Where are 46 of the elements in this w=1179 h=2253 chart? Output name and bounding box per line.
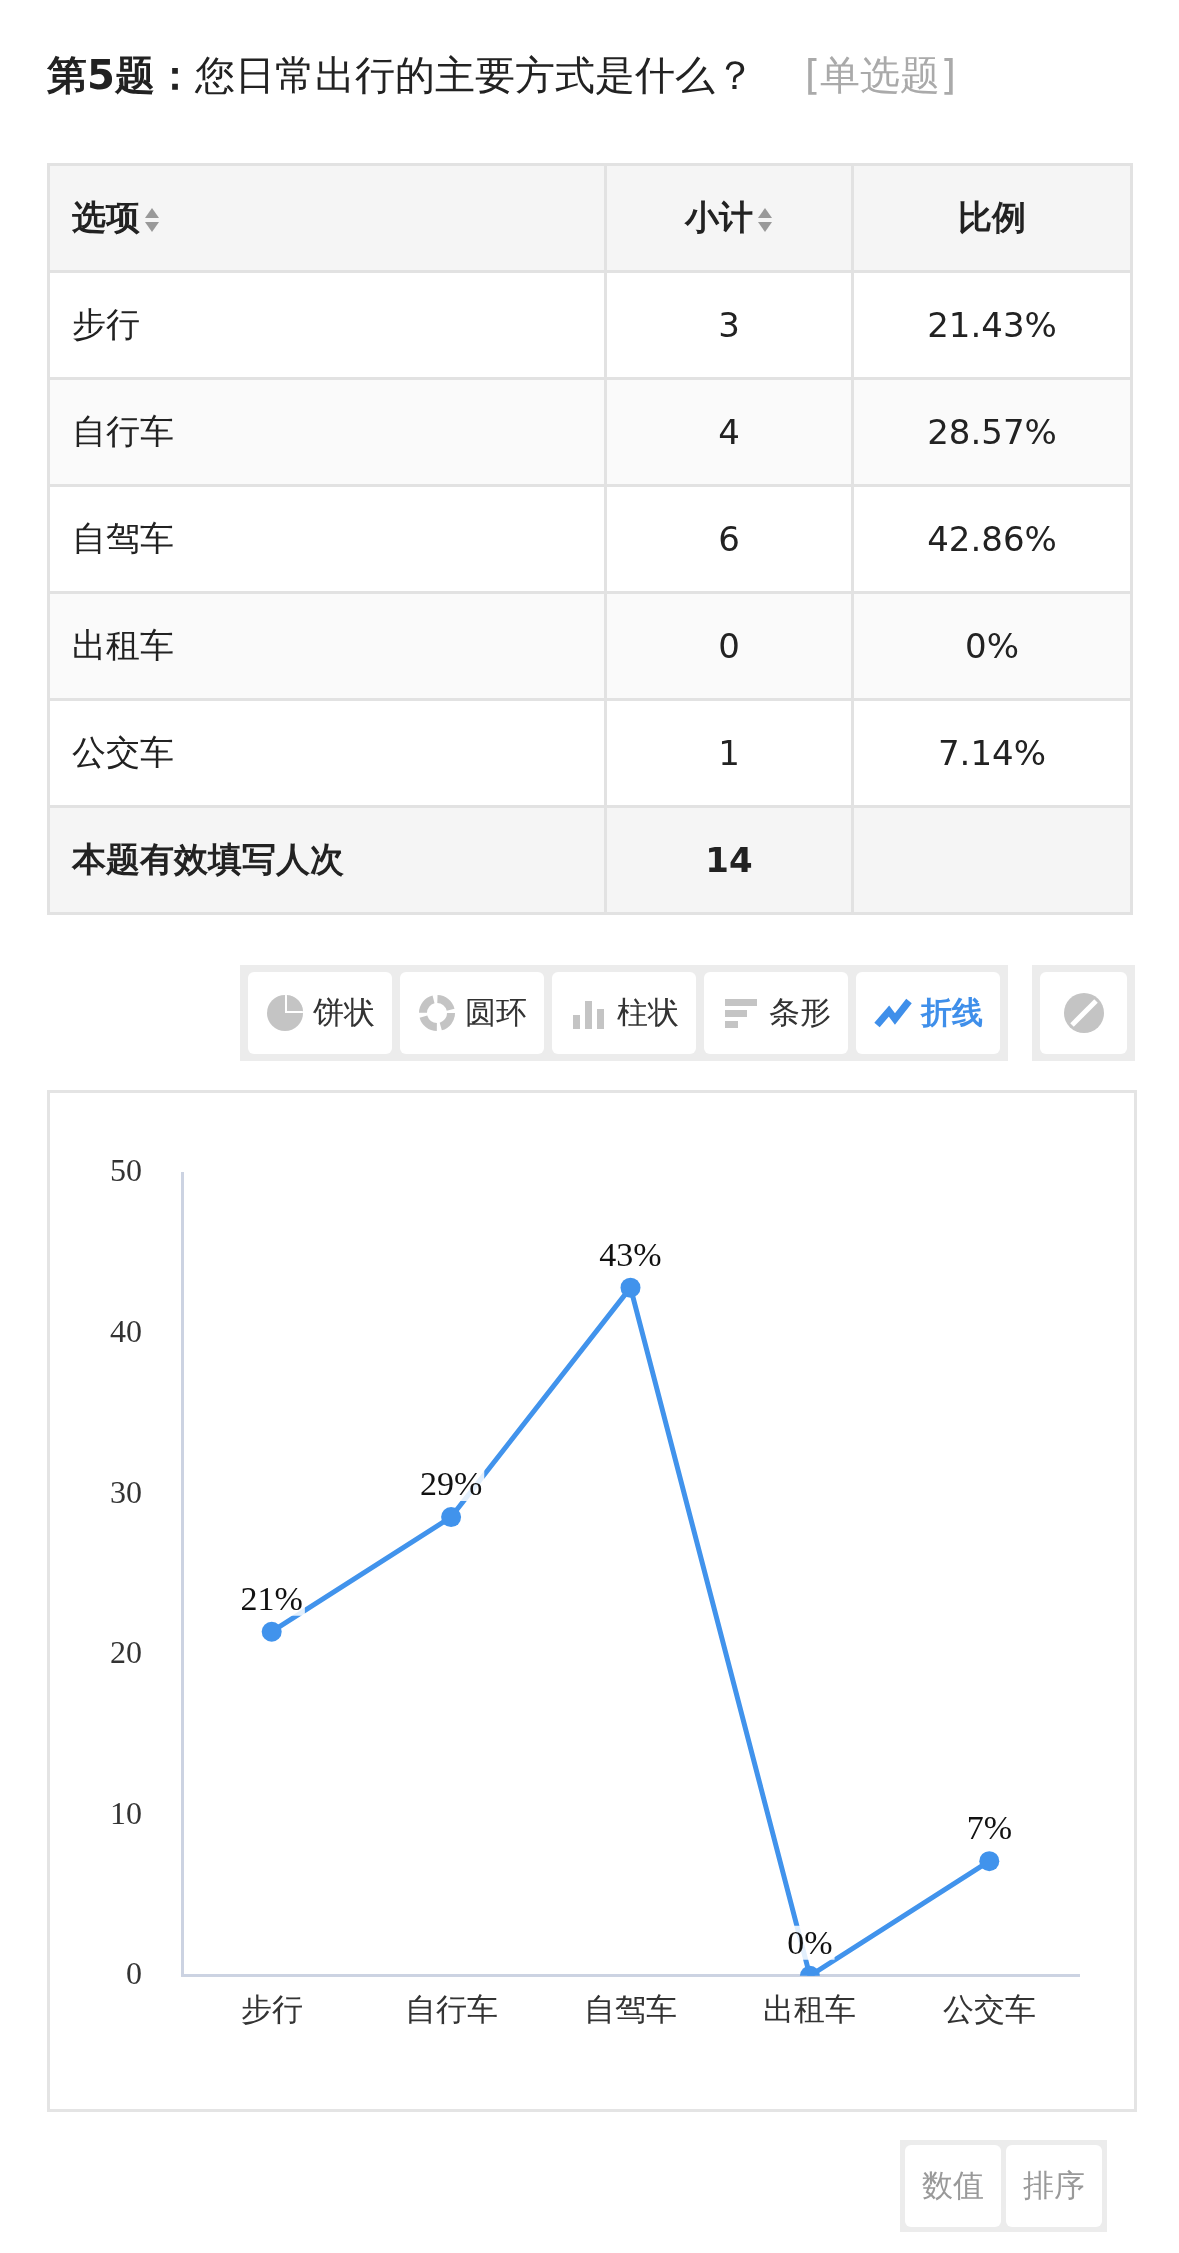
y-tick-label: 20: [110, 1634, 142, 1671]
y-tick-label: 0: [126, 1955, 142, 1992]
text: 柱状: [617, 993, 679, 1032]
text: 6: [718, 519, 740, 559]
data-label: 7%: [966, 1809, 1012, 1847]
text: 42.86%: [927, 519, 1057, 559]
text: 28.57%: [927, 412, 1057, 452]
text: 选项: [72, 197, 140, 237]
text: 比例: [958, 197, 1026, 237]
x-tick-label: 公交车: [942, 1991, 1036, 2028]
text: 排序: [1006, 2145, 1102, 2227]
text: 4: [718, 412, 740, 452]
category-label: 出租车: [72, 625, 174, 665]
text: 1: [718, 733, 740, 773]
y-tick-label: 50: [110, 1152, 142, 1189]
text: 饼状: [313, 993, 375, 1032]
category-label: 步行: [72, 304, 140, 344]
text: 0: [718, 626, 740, 666]
text: 14: [705, 840, 753, 880]
text: 0%: [965, 626, 1019, 666]
text: [单选题]: [804, 52, 957, 98]
category-label: 公交车: [72, 732, 174, 772]
x-tick-label: 自驾车: [584, 1991, 677, 2028]
category-label: 自驾车: [72, 518, 174, 558]
y-tick-label: 40: [110, 1312, 142, 1349]
x-tick-label: 步行: [240, 1991, 303, 2028]
x-tick-label: 出租车: [763, 1991, 857, 2028]
text: 数值: [905, 2145, 1001, 2227]
text: 小计: [685, 197, 753, 237]
text: 7.14%: [937, 733, 1046, 773]
data-label: 0%: [787, 1923, 833, 1961]
text: 21.43%: [927, 305, 1057, 345]
data-label: 29%: [419, 1465, 483, 1502]
category-label: 自行车: [72, 411, 174, 451]
text: 圆环: [465, 993, 527, 1032]
text: 条形: [769, 993, 831, 1032]
chart-title: 第5题：: [47, 52, 195, 98]
chart-subtitle: 您日常出行的主要方式是什么？: [194, 52, 755, 98]
text: 本题有效填写人次: [72, 839, 344, 879]
data-label: 43%: [599, 1235, 662, 1273]
text: 折线: [921, 993, 983, 1032]
x-tick-label: 自行车: [404, 1991, 498, 2028]
text: 3: [718, 305, 740, 345]
y-tick-label: 30: [110, 1473, 142, 1510]
data-label: 21%: [240, 1579, 303, 1617]
y-tick-label: 10: [110, 1794, 142, 1831]
